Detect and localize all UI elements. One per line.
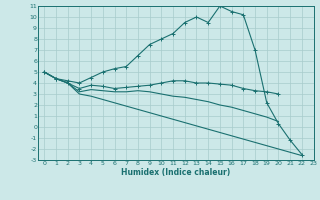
X-axis label: Humidex (Indice chaleur): Humidex (Indice chaleur): [121, 168, 231, 177]
